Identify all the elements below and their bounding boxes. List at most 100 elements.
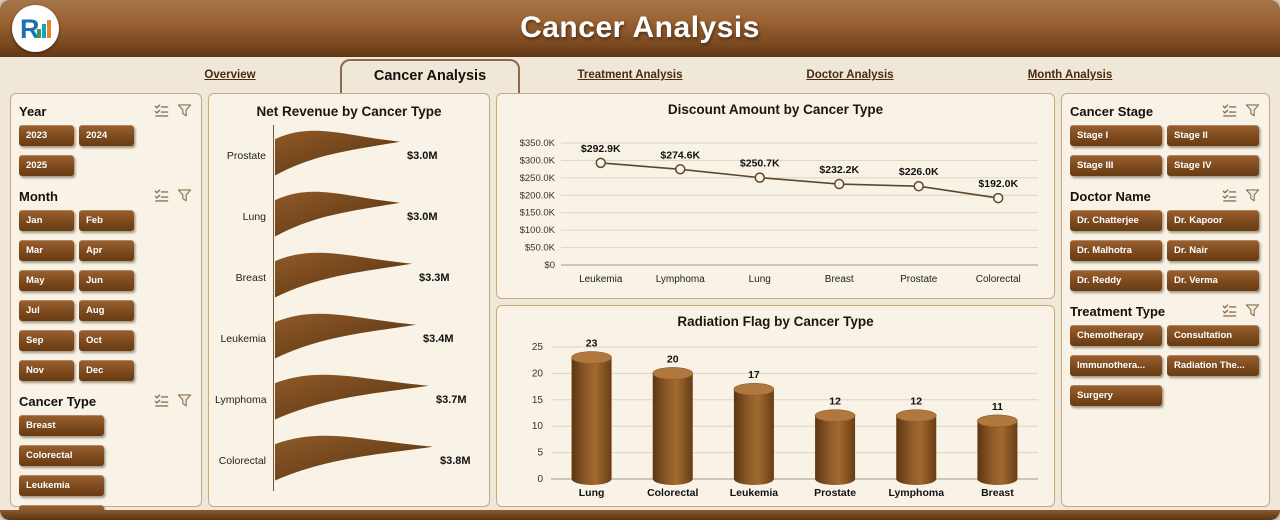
svg-text:Leukemia: Leukemia: [730, 487, 779, 499]
funnel-ribbon: [275, 188, 400, 245]
svg-text:$150.0K: $150.0K: [520, 208, 556, 219]
logo-graphic: R: [20, 14, 51, 44]
filter-section-header: Cancer Stage: [1070, 100, 1261, 125]
svg-text:0: 0: [537, 474, 543, 485]
funnel-category-label: Lung: [242, 210, 266, 223]
y-axis-labels: 0 5 10 15 20 25: [532, 342, 544, 485]
data-point: [675, 164, 686, 175]
svg-text:Breast: Breast: [981, 487, 1014, 499]
funnel-plot: [273, 247, 412, 308]
svg-text:Lymphoma: Lymphoma: [656, 274, 706, 285]
filter-section-header: Treatment Type: [1070, 300, 1261, 325]
tab-doctor-analysis[interactable]: Doctor Analysis: [806, 69, 894, 81]
filter-button-mar[interactable]: Mar: [19, 240, 74, 261]
funnel-row: Colorectal $3.8M: [215, 430, 483, 491]
filter-section-doctor-name: Doctor Name Dr. Chatterjee Dr. Kapoor Dr. M…: [1070, 185, 1261, 291]
funnel-ribbon: [275, 127, 400, 184]
funnel-ribbon: [275, 249, 412, 306]
svg-text:20: 20: [532, 368, 544, 379]
filter-title: Treatment Type: [1070, 303, 1166, 319]
radiation-bar-chart-container: 0 5 10 15 20 25 23 20 17 12 12 11 Lung Colorectal Leuk…: [503, 331, 1048, 509]
funnel-ribbon: [275, 432, 433, 489]
funnel-row: Leukemia $3.4M: [215, 308, 483, 369]
tab-month-analysis[interactable]: Month Analysis: [1027, 69, 1113, 81]
multiselect-icon[interactable]: [154, 393, 170, 409]
filter-button-colorectal[interactable]: Colorectal: [19, 445, 104, 466]
data-label: $192.0K: [978, 178, 1018, 190]
funnel-plot: [273, 308, 416, 369]
filter-button-may[interactable]: May: [19, 270, 74, 291]
filter-button-jan[interactable]: Jan: [19, 210, 74, 231]
filter-button-stage-i[interactable]: Stage I: [1070, 125, 1162, 146]
data-point: [913, 180, 924, 192]
filter-button-dr-nair[interactable]: Dr. Nair: [1167, 240, 1259, 261]
funnel-value-label: $3.3M: [419, 271, 450, 284]
radiation-bar-chart: 0 5 10 15 20 25 23 20 17 12 12 11 Lung Colorectal Leuk…: [532, 338, 1038, 499]
filter-button-jul[interactable]: Jul: [19, 300, 74, 321]
filter-button-stage-iv[interactable]: Stage IV: [1167, 155, 1259, 176]
clear-filter-icon[interactable]: [177, 103, 193, 119]
filter-button-jun[interactable]: Jun: [79, 270, 134, 291]
clear-filter-icon[interactable]: [177, 393, 193, 409]
tab-overview[interactable]: Overview: [204, 69, 256, 81]
clear-filter-icon[interactable]: [1245, 188, 1261, 204]
svg-text:$300.0K: $300.0K: [520, 155, 556, 166]
filter-button-feb[interactable]: Feb: [79, 210, 134, 231]
svg-text:Leukemia: Leukemia: [579, 274, 623, 285]
filter-button-2025[interactable]: 2025: [19, 155, 74, 176]
filter-button-dec[interactable]: Dec: [79, 360, 134, 381]
filter-button-dr-chatterjee[interactable]: Dr. Chatterjee: [1070, 210, 1162, 231]
filter-section-cancer-type: Cancer TypeBreastColorectalLeukemiaLungL…: [19, 390, 193, 520]
funnel-plot: [273, 125, 400, 186]
filter-button-2023[interactable]: 2023: [19, 125, 74, 146]
filter-button-aug[interactable]: Aug: [79, 300, 134, 321]
multiselect-icon[interactable]: [1222, 303, 1238, 319]
data-label: 23: [586, 338, 598, 350]
filter-button-leukemia[interactable]: Leukemia: [19, 475, 104, 496]
svg-text:$50.0K: $50.0K: [525, 243, 556, 254]
svg-text:Breast: Breast: [825, 274, 854, 285]
header: R Cancer Analysis: [0, 0, 1280, 57]
funnel-row: Breast $3.3M: [215, 247, 483, 308]
right-filter-panel: Cancer Stage Stage I Stage II Stage III Stag…: [1061, 93, 1270, 507]
filter-button-surgery[interactable]: Surgery: [1070, 385, 1162, 406]
funnel-category-label: Breast: [235, 271, 266, 284]
filter-button-2024[interactable]: 2024: [79, 125, 134, 146]
multiselect-icon[interactable]: [154, 103, 170, 119]
multiselect-icon[interactable]: [1222, 103, 1238, 119]
filter-button-chemotherapy[interactable]: Chemotherapy: [1070, 325, 1162, 346]
discount-line-chart: $0 $50.0K $100.0K $150.0K $200.0K $250.0K $300…: [520, 138, 1038, 285]
multiselect-icon[interactable]: [154, 188, 170, 204]
svg-text:$0: $0: [544, 260, 555, 271]
filter-button-sep[interactable]: Sep: [19, 330, 74, 351]
filter-button-immunothera[interactable]: Immunothera...: [1070, 355, 1162, 376]
logo-letter: R: [20, 14, 40, 44]
funnel-plot: [273, 430, 433, 491]
filter-button-breast[interactable]: Breast: [19, 415, 104, 436]
filter-title: Month: [19, 188, 58, 204]
filter-section-header: Doctor Name: [1070, 185, 1261, 210]
svg-text:15: 15: [532, 395, 544, 406]
clear-filter-icon[interactable]: [177, 188, 193, 204]
filter-button-radiation-the[interactable]: Radiation The...: [1167, 355, 1259, 376]
filter-button-consultation[interactable]: Consultation: [1167, 325, 1259, 346]
data-label: $274.6K: [660, 149, 700, 161]
svg-text:Colorectal: Colorectal: [976, 274, 1021, 285]
tab-treatment-analysis[interactable]: Treatment Analysis: [577, 69, 683, 81]
funnel-plot: [273, 369, 429, 430]
y-axis-labels: $0 $50.0K $100.0K $150.0K $200.0K $250.0K $300…: [520, 138, 556, 271]
filter-button-stage-iii[interactable]: Stage III: [1070, 155, 1162, 176]
x-axis-labels: Leukemia Lymphoma Lung Breast Prostate Colore…: [579, 274, 1021, 285]
clear-filter-icon[interactable]: [1245, 303, 1261, 319]
filter-button-dr-verma[interactable]: Dr. Verma: [1167, 270, 1259, 291]
tab-cancer-analysis[interactable]: Cancer Analysis: [340, 59, 520, 93]
filter-button-stage-ii[interactable]: Stage II: [1167, 125, 1259, 146]
filter-button-nov[interactable]: Nov: [19, 360, 74, 381]
filter-button-dr-reddy[interactable]: Dr. Reddy: [1070, 270, 1162, 291]
filter-button-dr-malhotra[interactable]: Dr. Malhotra: [1070, 240, 1162, 261]
filter-button-apr[interactable]: Apr: [79, 240, 134, 261]
clear-filter-icon[interactable]: [1245, 103, 1261, 119]
multiselect-icon[interactable]: [1222, 188, 1238, 204]
filter-button-dr-kapoor[interactable]: Dr. Kapoor: [1167, 210, 1259, 231]
filter-button-oct[interactable]: Oct: [79, 330, 134, 351]
